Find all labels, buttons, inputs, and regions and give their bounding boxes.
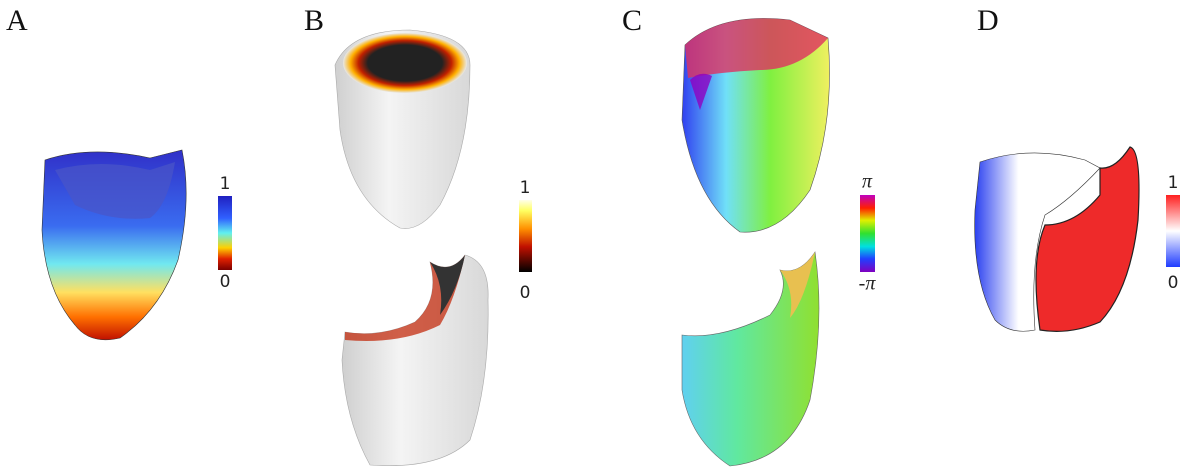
colorbar-bottom-label: 0 <box>1168 273 1179 293</box>
colorbar <box>519 200 532 272</box>
colorbar <box>860 195 875 272</box>
panel-label: C <box>622 4 642 37</box>
panel-label: D <box>977 4 999 37</box>
colorbar-top-label: 1 <box>1168 173 1179 193</box>
panel-label: B <box>304 4 324 37</box>
panel-d: D 1 0 <box>975 4 1180 331</box>
panel-c: C π -π <box>622 4 876 466</box>
figure: A 1 0 B 1 0 C π -π D 1 0 <box>0 0 1194 474</box>
panel-b: B 1 0 <box>304 4 532 466</box>
heart-opening <box>343 33 467 93</box>
colorbar-top-label: 1 <box>220 174 231 194</box>
colorbar-top-label: π <box>862 171 873 193</box>
colorbar-top-label: 1 <box>520 178 531 198</box>
panel-label: A <box>6 4 28 37</box>
colorbar-bottom-label: 0 <box>520 283 531 303</box>
colorbar-bottom-label: 0 <box>220 272 231 292</box>
colorbar <box>1166 195 1180 267</box>
heart-shape <box>342 255 488 466</box>
panel-a: A 1 0 <box>6 4 232 340</box>
colorbar-bottom-label: -π <box>859 273 877 295</box>
colorbar <box>218 196 232 270</box>
